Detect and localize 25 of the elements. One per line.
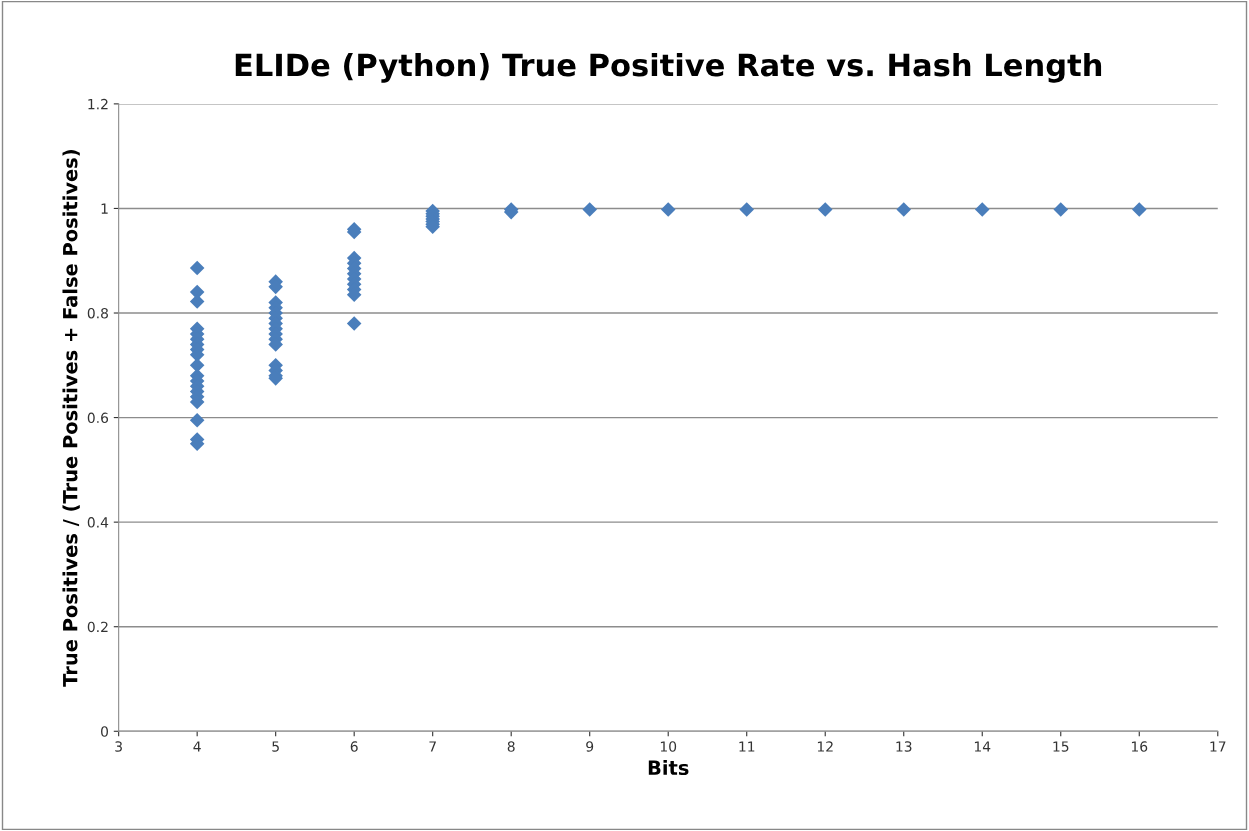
y-tick-label: 1.2	[88, 98, 108, 110]
y-tick-label: 0.8	[87, 307, 108, 319]
x-tick-label: 13	[896, 741, 912, 752]
chart-title: ELIDe (Python) True Positive Rate vs. Hash Length	[235, 52, 1102, 83]
y-axis-title: True Positives / (True Positives + False Positives)	[62, 150, 80, 687]
x-tick-label: 16	[1131, 741, 1148, 752]
x-tick-label: 4	[193, 741, 201, 752]
y-tick-label: 0.6	[87, 412, 109, 424]
x-tick-label: 5	[272, 741, 279, 752]
x-tick-label: 15	[1053, 741, 1069, 752]
x-axis-title: Bits	[648, 760, 689, 776]
x-tick-label: 12	[817, 741, 833, 752]
y-tick-label: 0.2	[87, 621, 108, 633]
x-tick-label: 7	[429, 741, 436, 752]
x-tick-label: 6	[350, 741, 358, 752]
x-tick-label: 3	[115, 741, 122, 752]
x-tick-label: 10	[660, 741, 677, 752]
y-tick-label: 1	[101, 203, 108, 214]
y-tick-label: 0.4	[87, 517, 109, 528]
x-tick-label: 8	[507, 741, 515, 752]
x-tick-label: 9	[586, 741, 594, 752]
x-tick-label: 17	[1210, 741, 1226, 752]
x-tick-label: 11	[739, 741, 755, 752]
y-tick-label: 0	[101, 726, 109, 737]
x-tick-label: 14	[974, 741, 991, 752]
